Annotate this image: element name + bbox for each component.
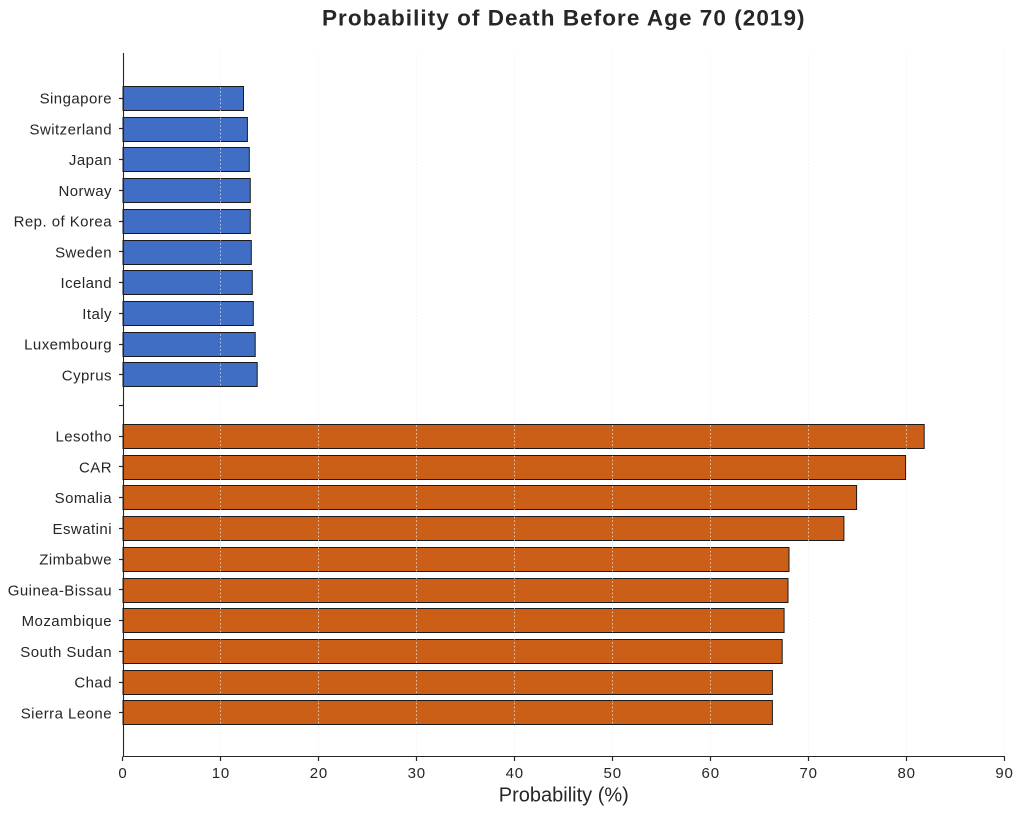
svg-text:Somalia: Somalia xyxy=(55,490,113,507)
svg-text:80: 80 xyxy=(897,765,915,782)
svg-text:South Sudan: South Sudan xyxy=(20,644,112,661)
svg-text:Guinea-Bissau: Guinea-Bissau xyxy=(8,582,112,599)
svg-text:Singapore: Singapore xyxy=(40,91,112,108)
svg-text:Italy: Italy xyxy=(82,306,112,323)
svg-text:Iceland: Iceland xyxy=(60,275,112,292)
svg-text:50: 50 xyxy=(604,765,622,782)
svg-text:60: 60 xyxy=(702,765,720,782)
svg-text:Eswatini: Eswatini xyxy=(53,521,112,538)
svg-text:CAR: CAR xyxy=(79,459,112,476)
svg-text:Rep. of Korea: Rep. of Korea xyxy=(14,214,113,231)
svg-text:90: 90 xyxy=(995,765,1013,782)
svg-text:0: 0 xyxy=(118,765,127,782)
svg-text:Cyprus: Cyprus xyxy=(62,367,112,384)
svg-text:Probability (%): Probability (%) xyxy=(499,785,629,807)
svg-text:10: 10 xyxy=(212,765,230,782)
svg-text:70: 70 xyxy=(799,765,817,782)
svg-text:Japan: Japan xyxy=(69,152,112,169)
svg-text:30: 30 xyxy=(408,765,426,782)
svg-text:Zimbabwe: Zimbabwe xyxy=(39,552,112,569)
svg-text:20: 20 xyxy=(310,765,328,782)
svg-text:Chad: Chad xyxy=(74,675,112,692)
svg-text:Sweden: Sweden xyxy=(55,244,112,261)
svg-text:Mozambique: Mozambique xyxy=(22,613,112,630)
svg-text:Probability of Death Before Ag: Probability of Death Before Age 70 (2019… xyxy=(322,6,806,31)
svg-text:Lesotho: Lesotho xyxy=(55,429,112,446)
svg-text:Luxembourg: Luxembourg xyxy=(24,337,112,354)
svg-text:Switzerland: Switzerland xyxy=(30,121,112,138)
svg-text:Norway: Norway xyxy=(58,183,112,200)
svg-text:40: 40 xyxy=(506,765,524,782)
svg-text:Sierra Leone: Sierra Leone xyxy=(21,705,112,722)
